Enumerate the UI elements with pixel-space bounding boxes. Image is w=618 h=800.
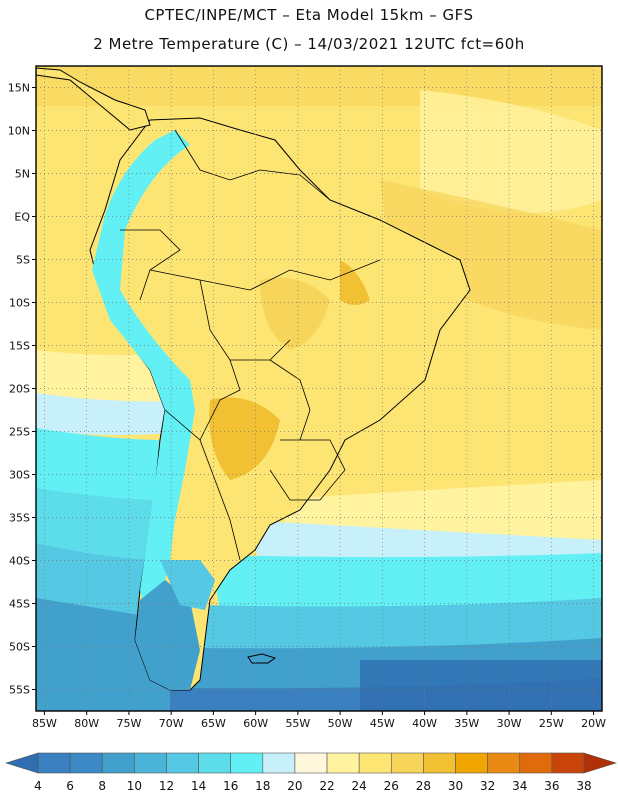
field-interior-warm-1 (260, 277, 330, 350)
colorbar-label: 10 (127, 779, 142, 793)
lon-label: 25W (539, 717, 564, 730)
colorbar-swatch (423, 752, 456, 774)
colorbar-swatch (551, 752, 585, 774)
lat-label: 35S (9, 512, 30, 525)
colorbar-label: 6 (66, 779, 74, 793)
colorbar-swatch (390, 752, 424, 774)
colorbar-swatch (294, 752, 328, 774)
field-cool-patch-north (420, 90, 602, 213)
country-borders (120, 129, 381, 561)
colorbar-label: 18 (255, 779, 270, 793)
lat-label: 25S (9, 426, 30, 439)
field-band-pacific-4 (36, 488, 170, 560)
colorbar: 4 6 8 10 12 14 16 18 20 22 24 26 28 30 32 34 36 38 (4, 752, 618, 793)
temperature-map: 15N 10N 5N EQ 5S 10S 15S 20S 25S 30S 35S 40S 45S 50S 5… (8, 65, 606, 731)
colorbar-label: 30 (448, 779, 463, 793)
lon-label: 40W (412, 717, 437, 730)
colorbar-swatch (230, 752, 264, 774)
field-band-north (36, 66, 602, 106)
colorbar-label: 22 (319, 779, 334, 793)
lon-label: 85W (32, 717, 57, 730)
field-band-atlantic-2 (240, 520, 602, 560)
lon-label: 65W (201, 717, 226, 730)
colorbar-label: 38 (576, 779, 591, 793)
lat-label: 30S (9, 469, 30, 482)
colorbar-swatch (519, 752, 553, 774)
colorbar-label: 36 (544, 779, 559, 793)
field-band-pacific-3 (36, 428, 170, 500)
lat-label: 50S (9, 641, 30, 654)
lat-label: 55S (9, 684, 30, 697)
colorbar-label: 32 (480, 779, 495, 793)
colorbar-swatch (326, 752, 360, 774)
field-andes-cool (92, 130, 195, 630)
colorbar-swatch (101, 752, 135, 774)
colorbar-under-arrow (4, 752, 39, 774)
field-patagonia-cold (135, 580, 200, 690)
colorbar-label: 14 (191, 779, 206, 793)
colorbar-swatch (487, 752, 521, 774)
lon-label: 70W (159, 717, 184, 730)
colorbar-label: 20 (287, 779, 302, 793)
colorbar-swatch (262, 752, 296, 774)
lon-label: 35W (454, 717, 479, 730)
falkland-islands (247, 653, 277, 664)
field-band-atlantic-4 (200, 598, 602, 650)
colorbar-swatch (134, 752, 167, 774)
colorbar-swatch (455, 752, 488, 774)
colorbar-swatch (358, 752, 392, 774)
lon-label: 30W (497, 717, 522, 730)
field-band-atlantic-coldest (360, 660, 602, 711)
map-title: CPTEC/INPE/MCT – Eta Model 15km – GFS (144, 6, 474, 24)
map-subtitle: 2 Metre Temperature (C) – 14/03/2021 12U… (93, 35, 525, 53)
colorbar-label: 26 (384, 779, 399, 793)
colorbar-label: 28 (416, 779, 431, 793)
lon-label: 45W (370, 717, 395, 730)
colorbar-swatch (69, 752, 103, 774)
lon-label: 60W (243, 717, 268, 730)
lat-label: 10S (9, 297, 30, 310)
field-band-atlantic-3 (210, 553, 602, 610)
field-interior-warm-3 (340, 260, 370, 305)
colorbar-swatch (37, 752, 71, 774)
lat-label: 5N (15, 168, 30, 181)
colorbar-label: 4 (34, 779, 42, 793)
field-interior-warm-2 (209, 397, 280, 480)
colorbar-swatch (166, 752, 199, 774)
lat-label: 40S (9, 555, 30, 568)
central-america-land (36, 67, 151, 131)
lat-label: 20S (9, 383, 30, 396)
colorbar-label: 16 (223, 779, 238, 793)
lon-label: 20W (581, 717, 606, 730)
lon-label: 80W (74, 717, 99, 730)
field-band-pacific-5 (36, 543, 170, 620)
colorbar-swatch (198, 752, 232, 774)
colorbar-label: 34 (512, 779, 527, 793)
lon-label: 55W (285, 717, 310, 730)
colorbar-label: 12 (159, 779, 174, 793)
lat-label: 5S (16, 254, 30, 267)
lat-label: EQ (14, 211, 30, 224)
lat-label: 10N (8, 125, 30, 138)
field-patagonia-cool (160, 560, 215, 610)
lon-label: 75W (116, 717, 141, 730)
lat-label: 15N (8, 82, 30, 95)
colorbar-label: 24 (352, 779, 367, 793)
lon-label: 50W (328, 717, 353, 730)
lat-label: 45S (9, 598, 30, 611)
colorbar-label: 8 (98, 779, 106, 793)
field-band-pacific-2 (36, 393, 200, 435)
colorbar-over-arrow (583, 752, 618, 774)
field-warm-patch-atlantic (380, 180, 602, 330)
lat-label: 15S (9, 340, 30, 353)
axis-ticks: 15N 10N 5N EQ 5S 10S 15S 20S 25S 30S 35S 40S 45S 50S 5… (8, 82, 606, 731)
